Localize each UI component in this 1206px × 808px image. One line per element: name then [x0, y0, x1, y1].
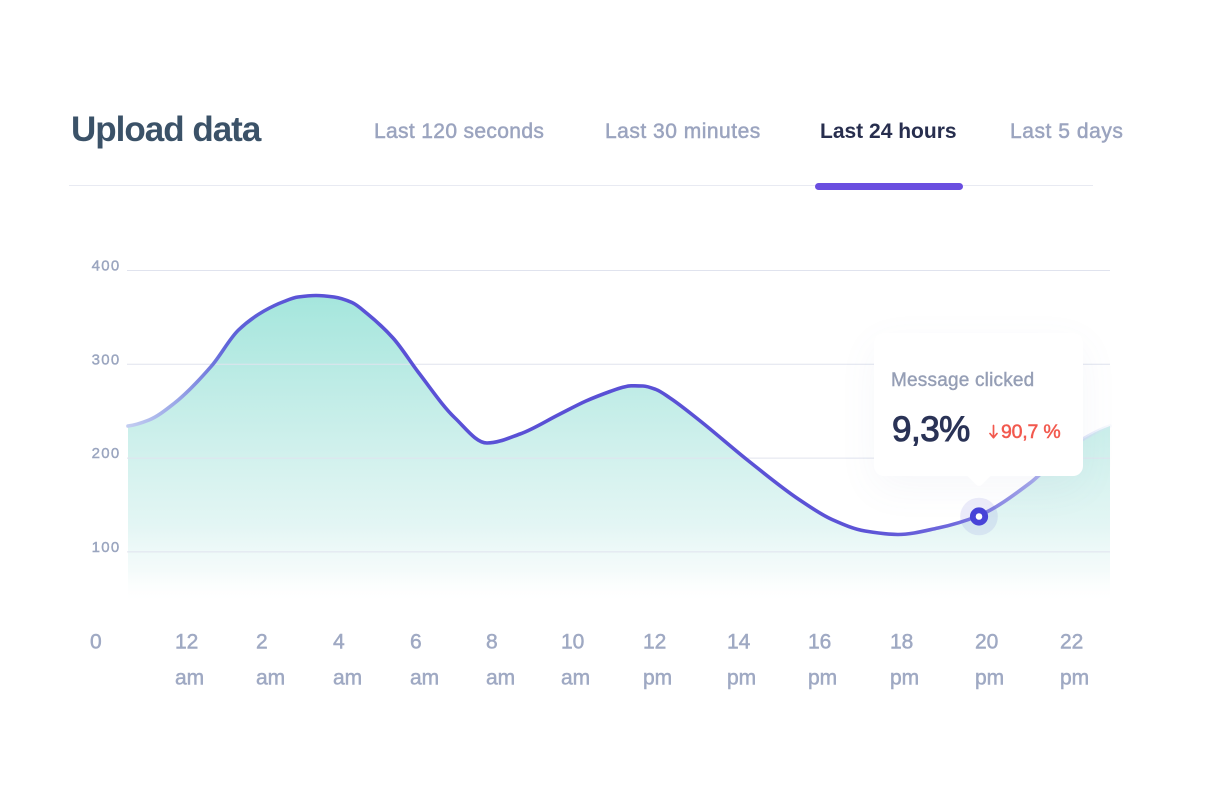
svg-text:am: am [410, 666, 439, 689]
svg-text:4: 4 [333, 631, 345, 654]
svg-text:12: 12 [175, 631, 198, 654]
svg-text:8: 8 [486, 631, 498, 654]
svg-text:200: 200 [92, 445, 121, 462]
svg-text:20: 20 [975, 631, 998, 654]
svg-text:400: 400 [92, 258, 121, 275]
svg-text:300: 300 [92, 351, 121, 368]
svg-text:pm: pm [808, 666, 837, 689]
svg-text:10: 10 [561, 631, 584, 654]
svg-text:6: 6 [410, 631, 422, 654]
svg-text:pm: pm [1060, 666, 1089, 689]
svg-text:pm: pm [890, 666, 919, 689]
svg-text:am: am [175, 666, 204, 689]
svg-text:pm: pm [975, 666, 1004, 689]
svg-text:am: am [486, 666, 515, 689]
svg-text:14: 14 [727, 631, 751, 654]
svg-text:pm: pm [643, 666, 672, 689]
svg-text:pm: pm [727, 666, 756, 689]
svg-text:22: 22 [1060, 631, 1083, 654]
svg-text:0: 0 [90, 631, 102, 654]
svg-text:am: am [333, 666, 362, 689]
svg-text:16: 16 [808, 631, 831, 654]
svg-text:18: 18 [890, 631, 913, 654]
svg-text:am: am [561, 666, 590, 689]
svg-text:12: 12 [643, 631, 666, 654]
svg-text:am: am [256, 666, 285, 689]
svg-text:100: 100 [92, 539, 121, 556]
svg-text:2: 2 [256, 631, 268, 654]
